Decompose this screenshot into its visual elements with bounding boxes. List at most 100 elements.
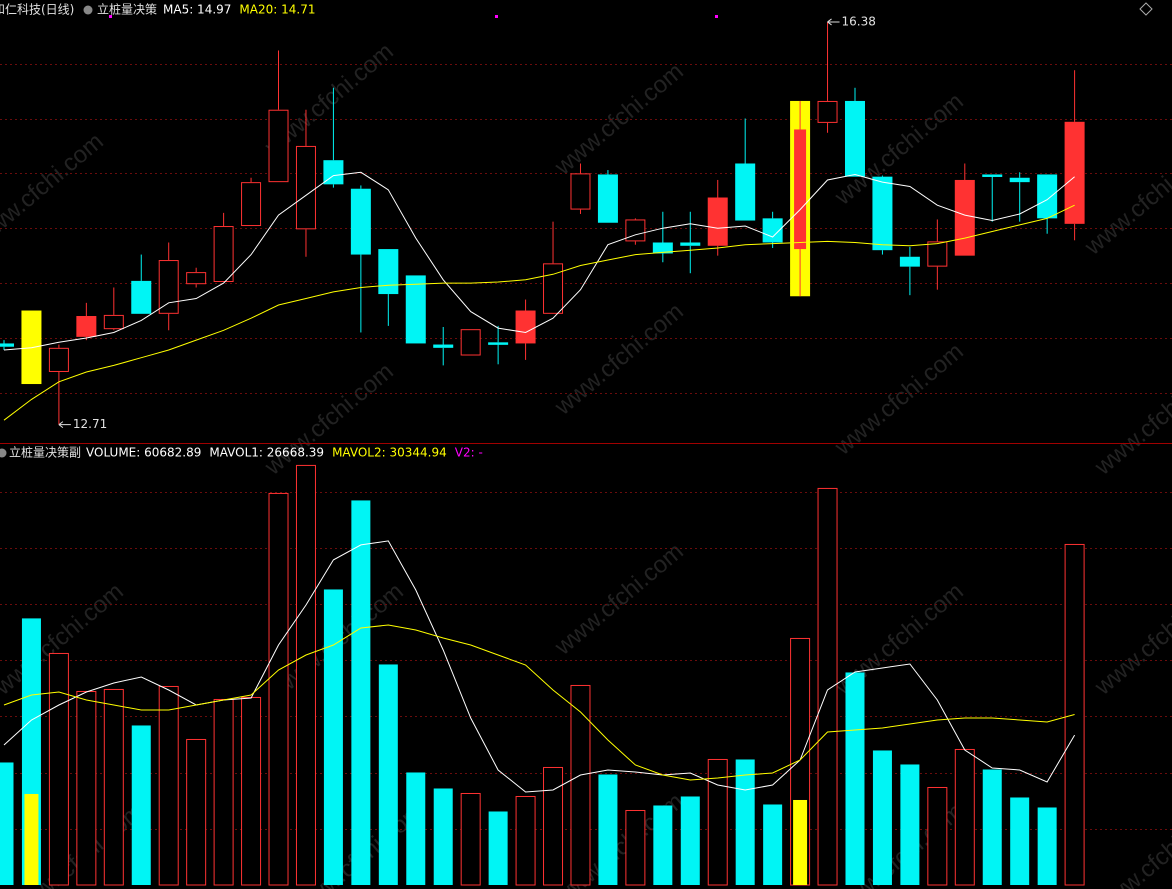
- volume-bar: [76, 690, 97, 886]
- settings-icon[interactable]: [1139, 2, 1153, 16]
- candle-body: [1064, 121, 1085, 224]
- candle-body: [350, 188, 371, 255]
- volume-bar: [186, 738, 207, 886]
- candle-body: [794, 129, 807, 250]
- ma-line: [3, 540, 1076, 793]
- indicator-icon: [83, 5, 93, 15]
- candle-body: [268, 109, 289, 183]
- volume-bar: [927, 786, 948, 886]
- ma-line: [3, 171, 1075, 351]
- candle-body: [515, 310, 536, 344]
- signal-bar: [24, 793, 39, 885]
- volume-bar: [460, 792, 481, 886]
- annotation-arrow: [58, 421, 71, 429]
- candle-body: [680, 242, 701, 246]
- ma-line: [3, 624, 1075, 781]
- candle-body: [378, 249, 399, 295]
- legend-entry: MAVOL1: 26668.39: [209, 446, 324, 460]
- candle-body: [844, 100, 865, 177]
- candle-body: [405, 275, 426, 344]
- volume-bar: [515, 795, 536, 886]
- candle-body: [103, 314, 124, 330]
- volume-bar: [103, 688, 124, 886]
- sub-indicator-icon: [0, 448, 7, 458]
- candle-body: [625, 219, 646, 242]
- volume-bar: [707, 758, 728, 886]
- volume-bar: [598, 774, 618, 885]
- candle-body: [48, 347, 69, 372]
- volume-bar: [351, 500, 371, 885]
- volume-bar: [680, 796, 700, 885]
- legend-entry: MA5: 14.97: [163, 3, 231, 17]
- volume-bar: [268, 492, 289, 886]
- candle-body: [295, 145, 316, 230]
- volume-bar: [158, 685, 179, 886]
- ma-line: [3, 204, 1075, 421]
- indicator-name: 立桩量决策: [97, 2, 157, 17]
- candle-body: [652, 242, 673, 254]
- volume-bar: [625, 809, 646, 886]
- candle-body: [570, 173, 591, 210]
- volume-bar: [0, 762, 14, 885]
- sub-indicator-name: 立桩量决策副: [9, 445, 81, 460]
- volume-bar: [872, 750, 892, 885]
- candle-body: [543, 263, 564, 314]
- volume-bar: [900, 764, 920, 885]
- volume-bar: [570, 684, 591, 886]
- legend-entry: VOLUME: 60682.89: [86, 446, 201, 460]
- volume-bar: [323, 589, 343, 885]
- candle-body: [872, 176, 893, 251]
- volume-bar: [543, 766, 564, 886]
- candle-body: [735, 163, 756, 221]
- volume-bar: [241, 696, 262, 886]
- volume-bar: [735, 759, 755, 885]
- volume-bar: [378, 664, 398, 885]
- candle-body: [131, 280, 152, 314]
- candle-body: [707, 197, 728, 246]
- volume-bar: [982, 769, 1002, 885]
- candle-body: [954, 179, 975, 256]
- volume-bar: [433, 788, 453, 885]
- volume-bar: [213, 698, 234, 886]
- candle-body: [213, 226, 234, 282]
- stock-title: 和仁科技(日线): [0, 3, 74, 17]
- volume-bar: [1037, 807, 1057, 885]
- annotation-arrow: [827, 18, 840, 26]
- legend-entry: MAVOL2: 30344.94: [332, 446, 447, 460]
- candle-body: [186, 272, 207, 285]
- candle-body: [982, 174, 1003, 177]
- volume-bar: [406, 772, 426, 885]
- candle-body: [433, 344, 454, 348]
- candle-body: [0, 343, 14, 347]
- candle-body: [1009, 177, 1030, 183]
- volume-bar: [488, 811, 508, 885]
- candle-body: [323, 160, 344, 185]
- candle-body: [817, 100, 838, 123]
- candle-body: [21, 310, 42, 385]
- candle-body: [460, 329, 481, 356]
- volume-bar: [954, 748, 975, 886]
- candle-body: [241, 182, 262, 227]
- candle-body: [488, 342, 509, 345]
- volume-bar: [817, 487, 838, 886]
- volume-bar: [1010, 797, 1030, 885]
- volume-bar: [845, 672, 865, 885]
- candle-body: [762, 218, 783, 243]
- signal-dot: [495, 15, 498, 18]
- volume-bar: [48, 652, 69, 886]
- candle-body: [597, 174, 618, 223]
- candle-body: [927, 241, 948, 267]
- candle-body: [76, 316, 97, 337]
- volume-bar: [763, 804, 783, 885]
- annotation-label: 12.71: [73, 417, 107, 431]
- signal-dot: [715, 15, 718, 18]
- legend-entry: MA20: 14.71: [239, 3, 315, 17]
- signal-dot: [109, 15, 112, 18]
- candle-body: [158, 260, 179, 314]
- volume-bar: [295, 464, 316, 886]
- volume-bar: [653, 805, 673, 885]
- annotation-label: 16.38: [842, 14, 876, 28]
- volume-bar: [131, 725, 151, 885]
